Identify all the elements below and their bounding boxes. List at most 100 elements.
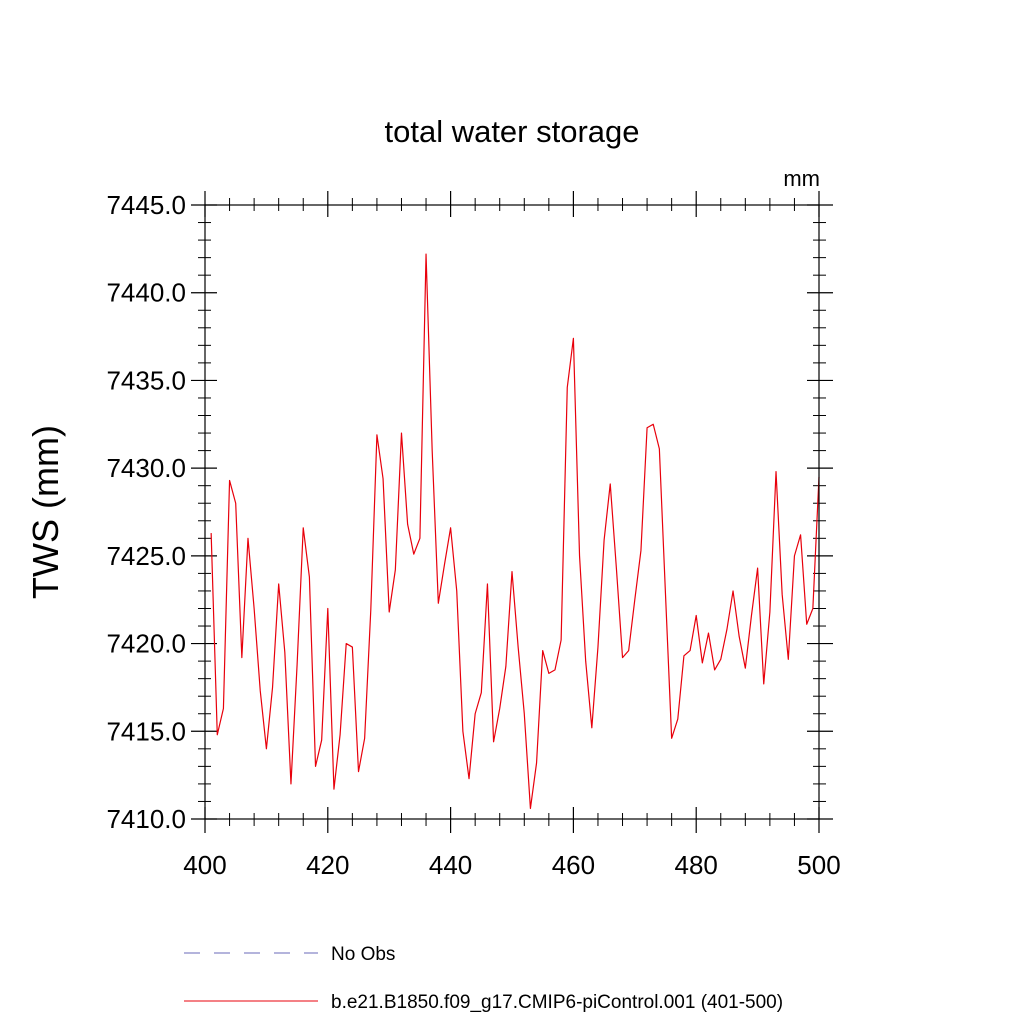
data-point xyxy=(444,564,446,566)
data-point xyxy=(272,687,274,689)
data-point xyxy=(695,615,697,617)
data-point xyxy=(566,387,568,389)
data-point xyxy=(290,783,292,785)
data-point xyxy=(358,771,360,773)
data-point xyxy=(253,608,255,610)
data-point xyxy=(597,646,599,648)
x-tick-label: 480 xyxy=(675,850,718,880)
data-point xyxy=(235,502,237,504)
data-point xyxy=(345,643,347,645)
legend-no-obs-label: No Obs xyxy=(331,944,395,965)
y-tick-label: 7415.0 xyxy=(106,716,186,746)
plot-frame xyxy=(204,204,820,820)
data-point xyxy=(352,646,354,648)
data-point xyxy=(738,636,740,638)
data-point xyxy=(751,615,753,617)
x-tick-label: 420 xyxy=(306,850,349,880)
data-point xyxy=(229,480,231,482)
data-point xyxy=(450,527,452,529)
data-point xyxy=(702,662,704,664)
data-point xyxy=(591,727,593,729)
data-point xyxy=(419,538,421,540)
data-point xyxy=(622,657,624,659)
data-point xyxy=(573,338,575,340)
data-point xyxy=(579,555,581,557)
data-point xyxy=(806,623,808,625)
data-point xyxy=(431,450,433,452)
data-point xyxy=(536,762,538,764)
data-point xyxy=(266,748,268,750)
data-point xyxy=(395,569,397,571)
data-point xyxy=(683,655,685,657)
data-point xyxy=(333,788,335,790)
data-point xyxy=(769,611,771,613)
data-point xyxy=(370,609,372,611)
data-point xyxy=(628,650,630,652)
data-point xyxy=(640,550,642,552)
legend: No Obs b.e21.B1850.f09_g17.CMIP6-piContr… xyxy=(184,944,783,1013)
data-point xyxy=(616,567,618,569)
data-point xyxy=(689,650,691,652)
data-point xyxy=(474,713,476,715)
data-point xyxy=(542,650,544,652)
data-point xyxy=(296,664,298,666)
data-point xyxy=(321,739,323,741)
data-point xyxy=(665,594,667,596)
data-point xyxy=(726,629,728,631)
data-point xyxy=(554,669,556,671)
data-point xyxy=(407,523,409,525)
data-point xyxy=(677,718,679,720)
data-point xyxy=(462,730,464,732)
y-axis-label: TWS (mm) xyxy=(25,425,66,599)
x-tick-label: 400 xyxy=(183,850,226,880)
data-point xyxy=(401,432,403,434)
data-point xyxy=(800,534,802,536)
data-point xyxy=(714,669,716,671)
x-tick-label: 500 xyxy=(797,850,840,880)
units-label: mm xyxy=(783,166,820,191)
data-point xyxy=(413,553,415,555)
axis-ticks xyxy=(191,191,833,833)
data-point xyxy=(708,632,710,634)
data-point xyxy=(671,738,673,740)
data-point xyxy=(210,532,212,534)
chart-title: total water storage xyxy=(384,114,639,149)
data-point xyxy=(523,713,525,715)
x-tick-label: 440 xyxy=(429,850,472,880)
data-point xyxy=(732,590,734,592)
data-point xyxy=(481,692,483,694)
data-point xyxy=(794,555,796,557)
y-tick-label: 7435.0 xyxy=(106,365,186,395)
data-point xyxy=(763,683,765,685)
data-point xyxy=(634,599,636,601)
data-point xyxy=(425,253,427,255)
data-point xyxy=(382,478,384,480)
x-tick-label: 460 xyxy=(552,850,595,880)
y-tick-label: 7425.0 xyxy=(106,541,186,571)
data-point xyxy=(315,766,317,768)
y-tick-label: 7410.0 xyxy=(106,804,186,834)
data-point xyxy=(652,423,654,425)
data-point xyxy=(720,659,722,661)
data-point xyxy=(339,734,341,736)
data-point xyxy=(388,611,390,613)
data-point xyxy=(487,583,489,585)
data-point xyxy=(284,652,286,654)
data-point xyxy=(511,571,513,573)
data-point xyxy=(216,734,218,736)
data-point xyxy=(309,576,311,578)
y-tick-label: 7430.0 xyxy=(106,453,186,483)
data-point xyxy=(259,690,261,692)
series-layer xyxy=(210,253,820,810)
data-point xyxy=(223,708,225,710)
data-point xyxy=(775,471,777,473)
data-point xyxy=(493,741,495,743)
tick-labels: 400 420 440 460 480 500 7410.0 7415.0 7420.0 7425… xyxy=(106,190,840,880)
data-point xyxy=(468,778,470,780)
data-point xyxy=(456,590,458,592)
data-point xyxy=(517,646,519,648)
data-point xyxy=(505,666,507,668)
data-point xyxy=(560,639,562,641)
data-point xyxy=(327,608,329,610)
